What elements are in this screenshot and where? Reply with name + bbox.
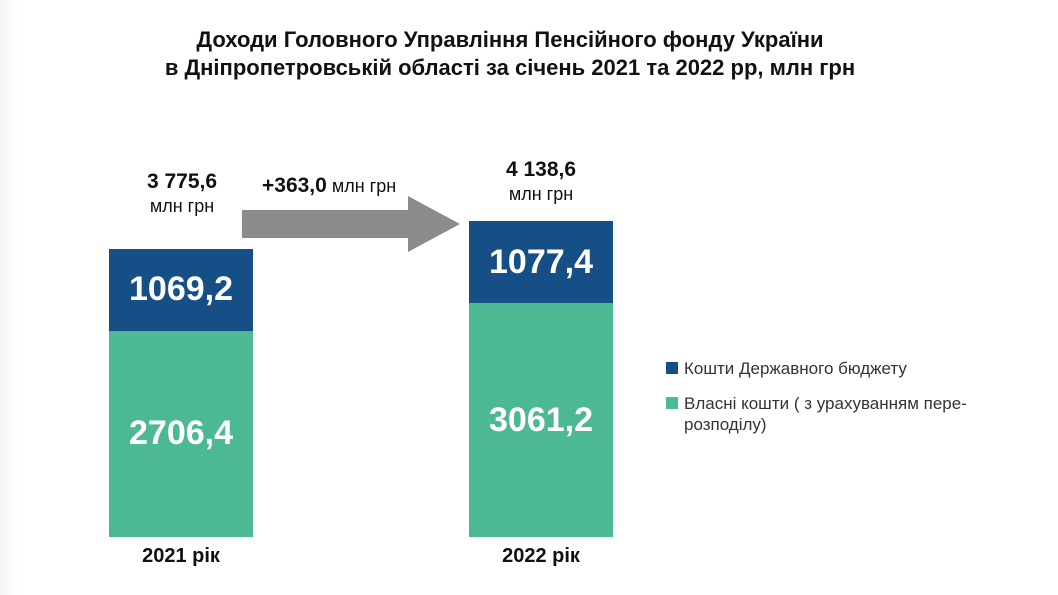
total-value-2021: 3 775,6 — [146, 170, 218, 193]
data-label-state-2022: 1077,4 — [489, 242, 593, 281]
bar-segment-own-2022: 3061,2 — [469, 303, 613, 537]
bar-2021: 2706,4 1069,2 — [109, 249, 253, 537]
legend-item-state-budget: Кошти Державного бюджету — [666, 358, 1026, 379]
chart-title: Доходи Головного Управління Пенсійного ф… — [80, 26, 940, 82]
legend-label-own-funds-line2: розподілу) — [684, 415, 767, 434]
total-unit-2021: млн грн — [149, 196, 215, 216]
chart-title-line1: Доходи Головного Управління Пенсійного ф… — [196, 27, 824, 52]
legend-label-own-funds-line1: Власні кошти ( з урахуванням пере- — [684, 394, 967, 413]
growth-annotation: +363,0 млн грн — [262, 174, 396, 198]
total-unit-2022: млн грн — [508, 184, 574, 204]
legend-label-state-budget: Кошти Державного бюджету — [684, 359, 907, 378]
legend-label-own-funds: Власні кошти ( з урахуванням пере- розпо… — [684, 393, 1014, 435]
legend: Кошти Державного бюджету Власні кошти ( … — [666, 358, 1026, 449]
data-label-state-2021: 1069,2 — [129, 270, 233, 309]
legend-swatch-own-funds — [666, 397, 678, 409]
bar-segment-own-2021: 2706,4 — [109, 330, 253, 537]
total-label-2022: 4 138,6 млн грн — [461, 157, 621, 205]
total-value-2022: 4 138,6 — [505, 158, 577, 181]
category-label-2022: 2022 рік — [502, 545, 580, 567]
bar-segment-state-2022: 1077,4 — [469, 221, 613, 304]
bar-2022: 3061,2 1077,4 — [469, 221, 613, 537]
legend-swatch-state-budget — [666, 362, 678, 374]
chart-title-line2: в Дніпропетровській області за січень 20… — [164, 55, 856, 80]
growth-arrow-icon — [242, 196, 460, 252]
growth-value: +363,0 — [262, 174, 327, 197]
data-label-own-2022: 3061,2 — [489, 400, 593, 439]
category-label-2021: 2021 рік — [142, 545, 220, 567]
data-label-own-2021: 2706,4 — [129, 414, 233, 453]
bar-segment-state-2021: 1069,2 — [109, 249, 253, 331]
total-label-2021: 3 775,6 млн грн — [102, 169, 262, 217]
growth-unit: млн грн — [331, 176, 397, 196]
legend-item-own-funds: Власні кошти ( з урахуванням пере- розпо… — [666, 393, 1026, 435]
